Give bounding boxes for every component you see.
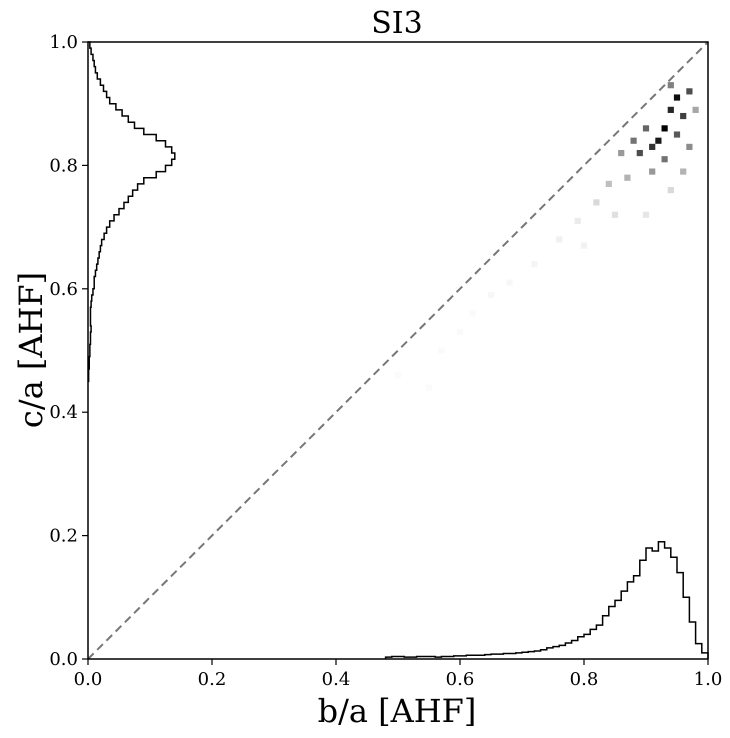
x-tick-label: 1.0 <box>694 669 723 690</box>
heatmap-cell <box>624 174 631 181</box>
heatmap-cell <box>661 156 668 163</box>
heatmap-cell <box>649 168 656 175</box>
heatmap-cell <box>636 149 643 157</box>
diagonal-reference-line <box>87 41 709 660</box>
heatmap-cell <box>556 236 563 243</box>
heatmap-cell <box>667 186 674 194</box>
heatmap-cell <box>667 106 674 113</box>
heatmap-cell <box>593 199 600 206</box>
heatmap-cell <box>655 137 662 144</box>
heatmap-cell <box>680 112 687 120</box>
chart-title: SI3 <box>371 6 423 41</box>
b-over-a-histogram <box>384 541 709 659</box>
heatmap-cell <box>574 217 581 225</box>
y-tick-label: 0.8 <box>49 155 78 176</box>
x-tick-label: 0.8 <box>570 669 599 690</box>
heatmap-cell <box>673 131 681 138</box>
x-tick-label: 0.2 <box>198 669 227 690</box>
x-axis-label: b/a [AHF] <box>318 692 477 730</box>
heatmap-cell <box>649 143 656 150</box>
heatmap-cell <box>438 347 445 354</box>
y-tick-label: 0.6 <box>49 279 78 300</box>
c-over-a-histogram <box>87 41 176 383</box>
heatmap-cell <box>394 372 402 379</box>
density-heatmap <box>394 82 699 391</box>
x-tick-label: 0.4 <box>322 669 351 690</box>
heatmap-cell <box>680 168 687 175</box>
heatmap-cell <box>618 149 625 157</box>
heatmap-cell <box>686 143 693 150</box>
y-axis-label: c/a [AHF] <box>12 272 50 428</box>
x-tick-label: 0.0 <box>74 669 103 690</box>
heatmap-cell <box>611 211 619 218</box>
plot-frame <box>87 41 709 660</box>
heatmap-cell <box>642 211 650 218</box>
heatmap-cell <box>673 94 681 101</box>
heatmap-cell <box>661 125 668 132</box>
heatmap-cell <box>487 291 495 299</box>
heatmap-cell <box>425 384 433 391</box>
y-tick-label: 0.0 <box>49 649 78 670</box>
x-tick-label: 0.6 <box>446 669 475 690</box>
heatmap-cell <box>469 310 476 317</box>
plot-area: 0.0 0.2 0.4 0.6 0.8 1.0 0.0 0.2 0.4 0.6 0.8 1.0 <box>49 32 722 690</box>
y-tick-label: 0.4 <box>49 402 78 423</box>
heatmap-cell <box>531 261 538 268</box>
heatmap-cell <box>642 125 650 132</box>
heatmap-cell <box>506 279 513 286</box>
heatmap-cell <box>667 82 674 89</box>
y-tick-label: 1.0 <box>49 32 78 53</box>
y-tick-label: 0.2 <box>49 526 78 547</box>
heatmap-cell <box>686 88 693 95</box>
heatmap-cell <box>580 242 588 249</box>
heatmap-cell <box>630 137 637 144</box>
heatmap-cell <box>692 106 699 113</box>
axis-ticks: 0.0 0.2 0.4 0.6 0.8 1.0 0.0 0.2 0.4 0.6 0.8 1.0 <box>49 32 722 690</box>
marginal-histograms <box>87 41 709 659</box>
heatmap-cell <box>456 328 464 336</box>
heatmap-cell <box>605 180 612 187</box>
